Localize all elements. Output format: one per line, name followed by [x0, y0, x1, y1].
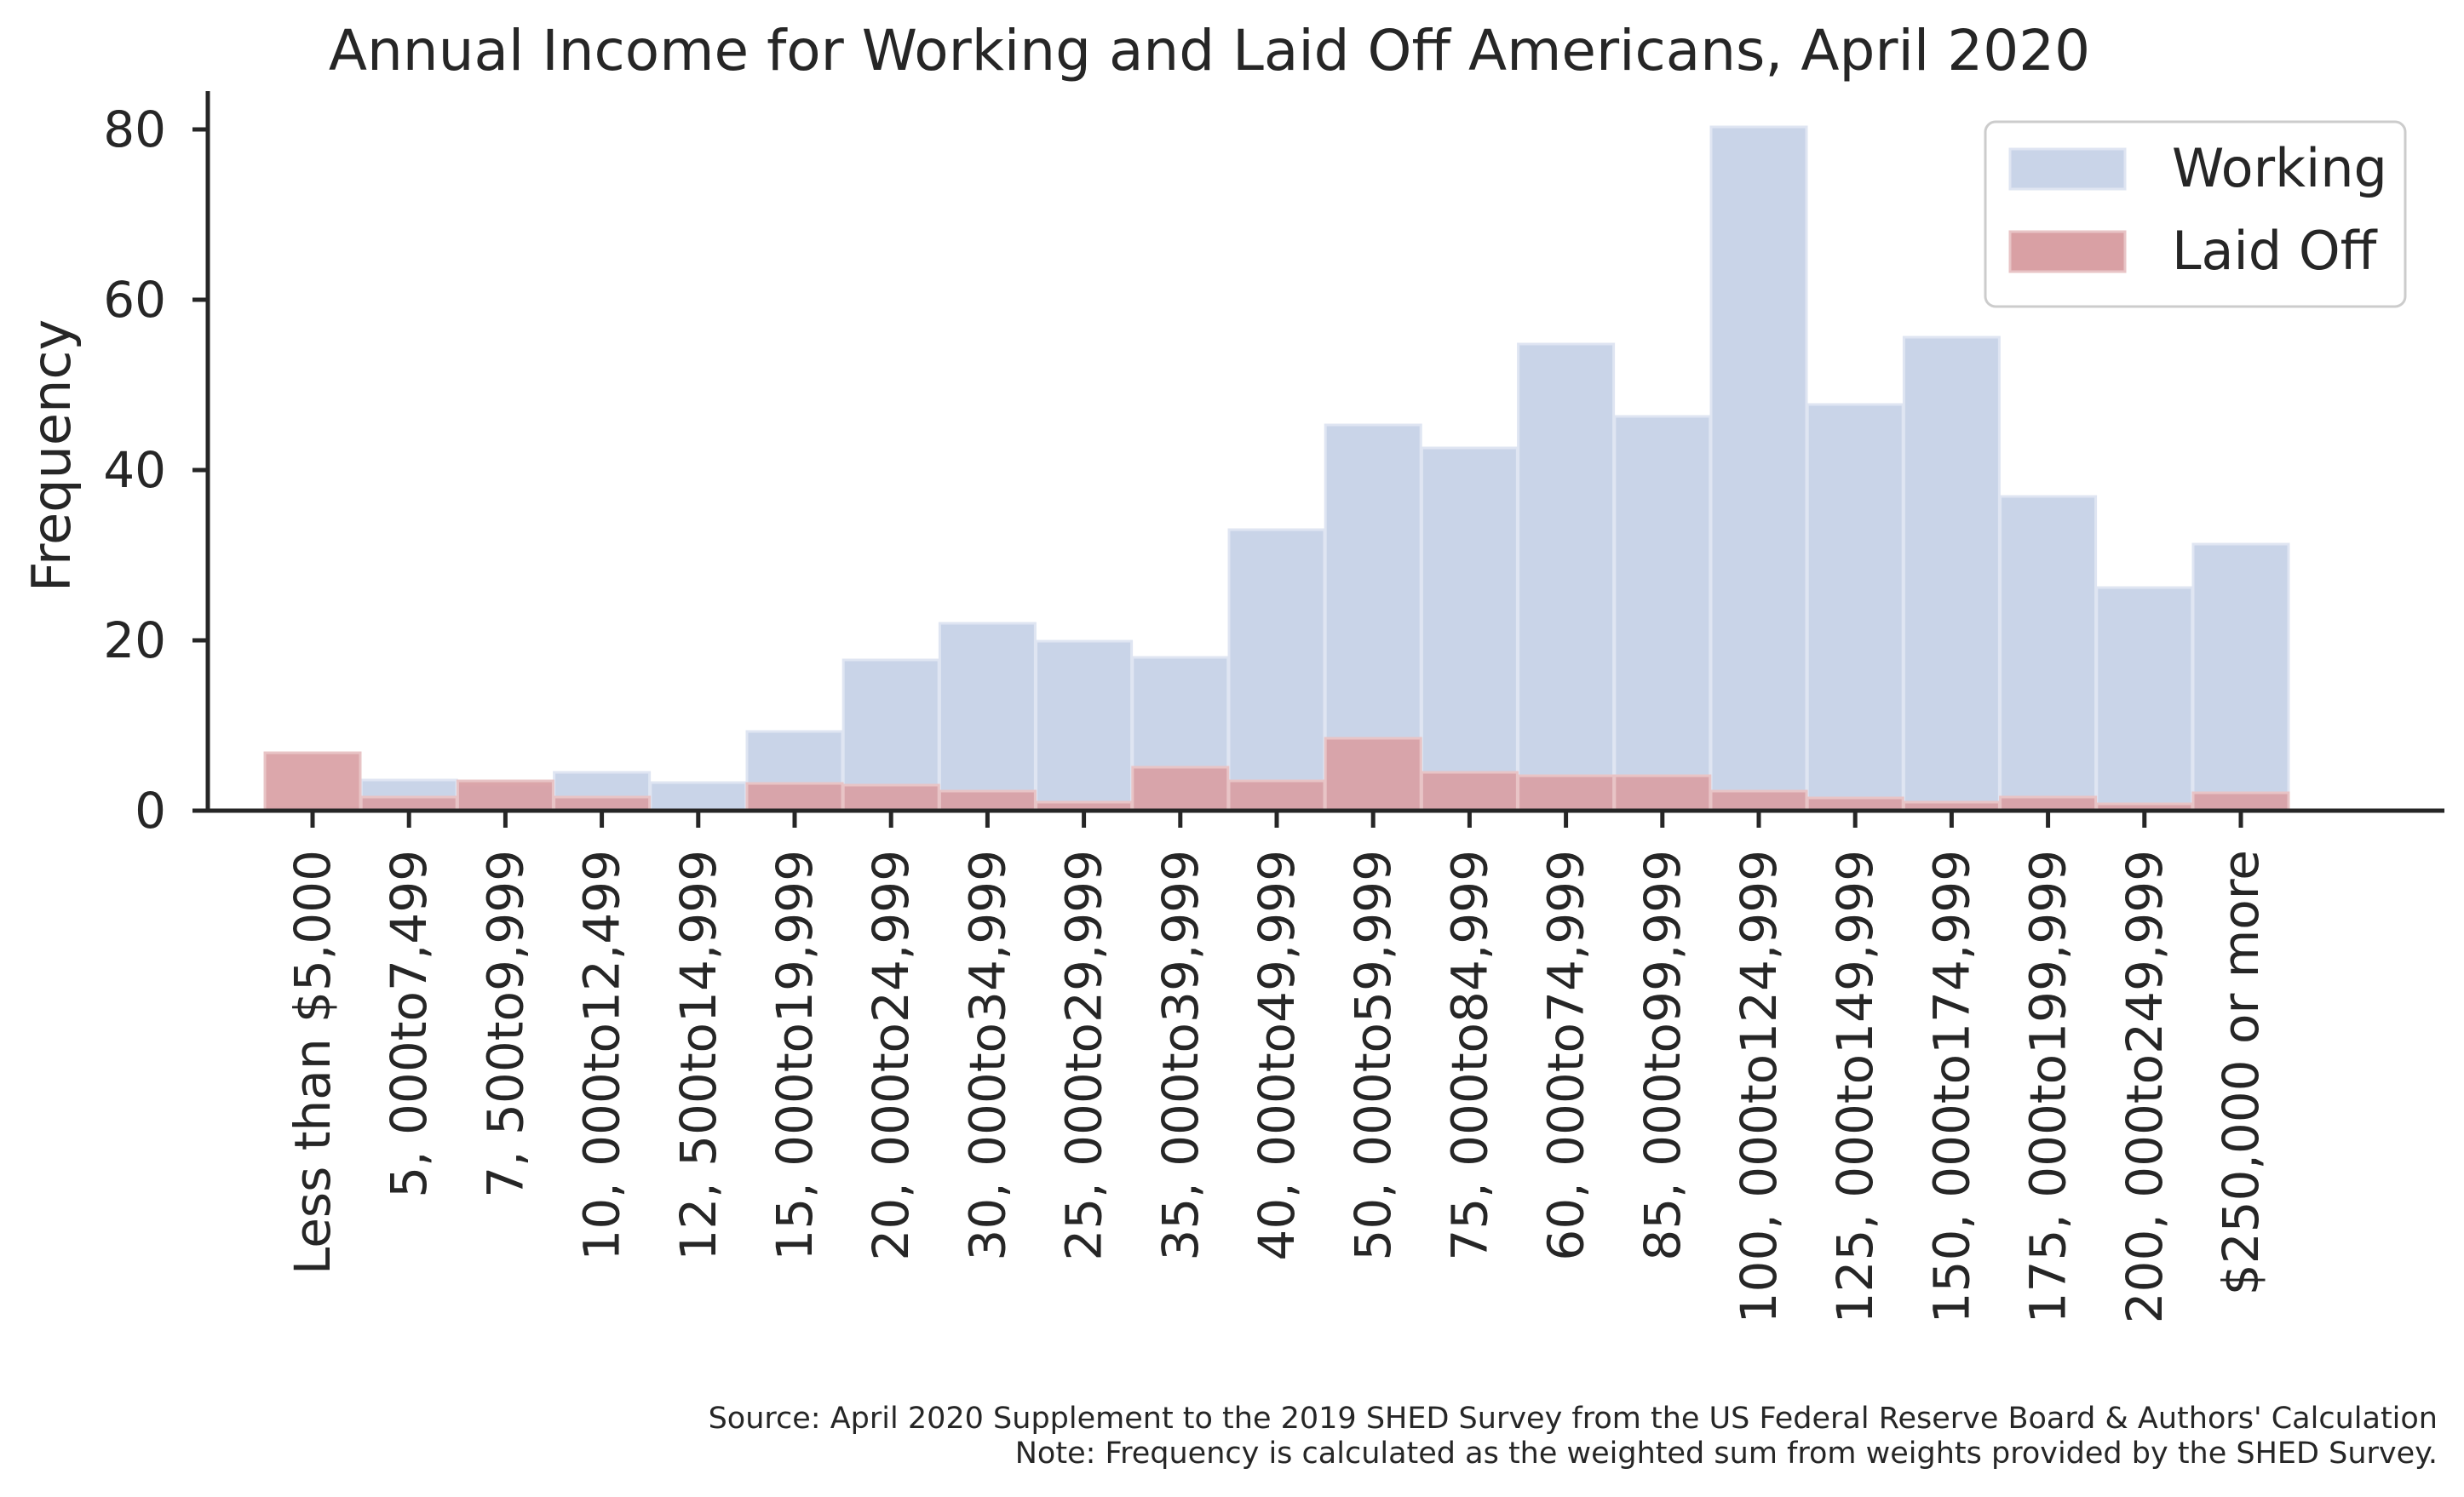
- x-tick-label: 12, 500to14,999: [669, 850, 727, 1261]
- laid-off-bar: [1613, 774, 1712, 812]
- weight-note: Note: Frequency is calculated as the wei…: [1015, 1437, 2438, 1471]
- working-bar: [2191, 542, 2290, 812]
- y-tick-label: 40: [103, 441, 166, 499]
- x-tick-label: 35, 000to39,999: [1152, 850, 1209, 1261]
- x-tick-label: Less than $5,000: [284, 850, 342, 1275]
- working-bar: [1517, 342, 1616, 812]
- y-axis-ticks: 0 20 40 60 80: [103, 100, 208, 840]
- x-tick-label: 20, 000to24,999: [862, 850, 920, 1261]
- x-tick-label: 85, 000to99,999: [1634, 850, 1691, 1261]
- x-tick-label: 7, 500to9,999: [476, 850, 534, 1198]
- x-tick-label: 150, 000to174,999: [1922, 850, 1980, 1323]
- laid-off-bar: [456, 779, 554, 812]
- working-bar: [1420, 446, 1519, 812]
- laid-off-bar: [841, 783, 940, 812]
- working-bar: [1902, 336, 2001, 812]
- working-bar: [1806, 403, 1904, 812]
- laid-off-bar: [1227, 779, 1326, 812]
- y-axis-label: Frequency: [20, 319, 83, 592]
- legend-swatch-working: [2008, 147, 2127, 191]
- working-bar: [1613, 415, 1712, 812]
- x-axis-ticks: Less than $5,000 5, 000to7,499 7, 500to9,9…: [284, 811, 2270, 1323]
- x-tick-label: 25, 000to29,999: [1055, 850, 1113, 1261]
- y-tick-label: 60: [103, 271, 166, 329]
- legend-swatch-laid-off: [2008, 230, 2127, 273]
- x-tick-label: 125, 000to149,999: [1826, 850, 1884, 1323]
- x-tick-label: 10, 000to12,499: [573, 850, 631, 1261]
- legend-label-working: Working: [2172, 137, 2387, 199]
- laid-off-bar: [1709, 789, 1808, 812]
- laid-off-bar: [1517, 774, 1616, 812]
- working-bar: [2095, 586, 2194, 812]
- x-tick-label: 60, 000to74,999: [1537, 850, 1595, 1261]
- legend-label-laid-off: Laid Off: [2172, 220, 2378, 282]
- working-bar: [938, 622, 1037, 812]
- working-bar: [1709, 125, 1808, 812]
- y-tick-label: 80: [103, 100, 166, 158]
- x-tick-label: 75, 000to84,999: [1440, 850, 1498, 1261]
- working-bar: [649, 781, 748, 812]
- chart-title: Annual Income for Working and Laid Off A…: [329, 18, 2090, 83]
- laid-off-bar: [1131, 766, 1230, 812]
- laid-off-bar: [263, 751, 362, 812]
- x-tick-label: 15, 000to19,999: [766, 850, 824, 1261]
- working-bar: [1999, 495, 2098, 812]
- x-tick-label: 100, 000to124,999: [1730, 850, 1788, 1323]
- laid-off-bar: [1420, 771, 1519, 812]
- laid-off-bars: [263, 737, 2290, 812]
- x-tick-label: $250,000 or more: [2212, 850, 2270, 1295]
- y-tick-label: 0: [135, 782, 166, 840]
- laid-off-bar: [938, 789, 1037, 812]
- working-bar: [1227, 528, 1326, 812]
- working-bar: [1035, 640, 1134, 812]
- x-tick-label: 175, 000to199,999: [2019, 850, 2077, 1323]
- x-tick-label: 40, 000to49,999: [1248, 850, 1306, 1261]
- x-tick-label: 5, 000to7,499: [380, 850, 438, 1198]
- x-tick-label: 50, 000to59,999: [1344, 850, 1402, 1261]
- laid-off-bar: [745, 782, 844, 812]
- x-tick-label: 200, 000to249,999: [2116, 850, 2174, 1323]
- x-tick-label: 30, 000to34,999: [958, 850, 1016, 1261]
- laid-off-bar: [2191, 791, 2290, 812]
- y-tick-label: 20: [103, 611, 166, 669]
- legend: Working Laid Off: [1984, 120, 2407, 308]
- laid-off-bar: [1324, 737, 1422, 812]
- source-note: Source: April 2020 Supplement to the 201…: [709, 1402, 2438, 1436]
